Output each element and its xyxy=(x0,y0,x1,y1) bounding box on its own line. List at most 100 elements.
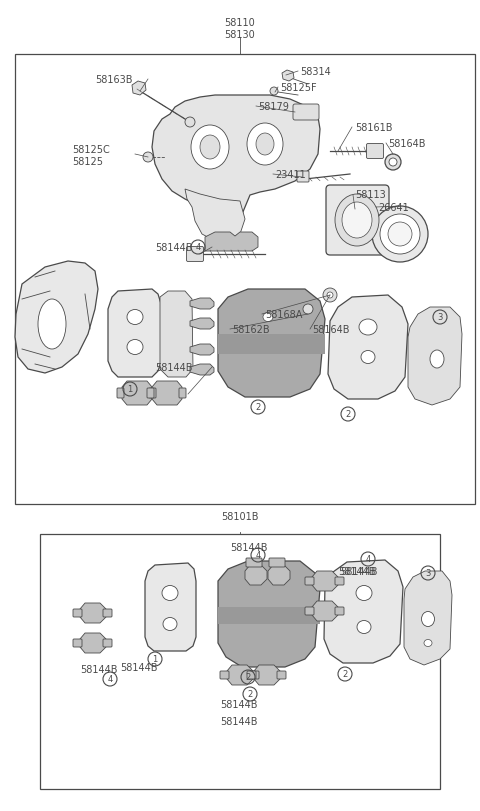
Polygon shape xyxy=(190,298,214,310)
Text: 58101B: 58101B xyxy=(221,512,259,521)
FancyBboxPatch shape xyxy=(103,609,112,617)
FancyBboxPatch shape xyxy=(326,186,389,255)
FancyBboxPatch shape xyxy=(367,144,384,159)
FancyBboxPatch shape xyxy=(149,388,156,398)
Text: 58144B: 58144B xyxy=(155,363,192,372)
Text: 1: 1 xyxy=(152,654,157,663)
Polygon shape xyxy=(190,365,214,375)
Polygon shape xyxy=(15,262,98,374)
Ellipse shape xyxy=(127,310,143,325)
Ellipse shape xyxy=(335,195,379,247)
Circle shape xyxy=(372,207,428,263)
FancyBboxPatch shape xyxy=(187,247,204,262)
Polygon shape xyxy=(328,296,408,400)
Ellipse shape xyxy=(200,135,220,160)
FancyBboxPatch shape xyxy=(220,672,229,679)
Circle shape xyxy=(327,293,333,298)
Ellipse shape xyxy=(263,313,273,322)
FancyBboxPatch shape xyxy=(179,388,186,398)
Text: 4: 4 xyxy=(255,551,261,560)
Polygon shape xyxy=(185,190,245,242)
Ellipse shape xyxy=(359,320,377,336)
Polygon shape xyxy=(80,603,106,623)
Polygon shape xyxy=(324,560,403,663)
Text: 58163B: 58163B xyxy=(95,75,132,85)
FancyBboxPatch shape xyxy=(297,172,309,182)
Text: 2: 2 xyxy=(245,672,251,682)
Text: 58179: 58179 xyxy=(258,102,289,112)
Polygon shape xyxy=(254,665,280,685)
Polygon shape xyxy=(408,307,462,406)
Ellipse shape xyxy=(361,351,375,364)
Text: 58125F: 58125F xyxy=(280,83,317,93)
FancyBboxPatch shape xyxy=(277,672,286,679)
Ellipse shape xyxy=(38,299,66,350)
Ellipse shape xyxy=(424,640,432,646)
Text: 58144B: 58144B xyxy=(340,566,377,577)
Bar xyxy=(15,55,475,504)
Text: 58144B: 58144B xyxy=(155,242,192,253)
Polygon shape xyxy=(218,335,325,354)
Text: 4: 4 xyxy=(195,243,201,252)
Circle shape xyxy=(270,88,278,96)
Ellipse shape xyxy=(357,620,371,633)
FancyBboxPatch shape xyxy=(73,639,82,647)
Circle shape xyxy=(185,118,195,128)
Polygon shape xyxy=(160,292,193,378)
Circle shape xyxy=(303,305,313,315)
Bar xyxy=(40,534,440,789)
Text: 58144B: 58144B xyxy=(220,699,257,709)
Text: 4: 4 xyxy=(365,555,371,564)
Text: 3: 3 xyxy=(437,313,443,322)
Polygon shape xyxy=(245,565,267,586)
FancyBboxPatch shape xyxy=(335,577,344,586)
Text: 58144B: 58144B xyxy=(230,543,267,552)
Circle shape xyxy=(143,152,153,163)
Text: 58168A: 58168A xyxy=(265,310,302,320)
FancyBboxPatch shape xyxy=(73,609,82,617)
FancyBboxPatch shape xyxy=(305,607,314,616)
FancyBboxPatch shape xyxy=(147,388,154,398)
Text: 58164B: 58164B xyxy=(388,139,425,148)
Polygon shape xyxy=(218,290,325,397)
Circle shape xyxy=(389,159,397,167)
Text: 58162B: 58162B xyxy=(232,324,270,335)
Polygon shape xyxy=(190,345,214,355)
Text: 2: 2 xyxy=(346,410,350,419)
Text: 23411: 23411 xyxy=(275,169,306,180)
Text: 2: 2 xyxy=(247,689,252,698)
Circle shape xyxy=(385,155,401,171)
Ellipse shape xyxy=(256,134,274,156)
Polygon shape xyxy=(108,290,162,378)
Polygon shape xyxy=(152,381,182,406)
Text: 58110: 58110 xyxy=(225,18,255,28)
Text: 4: 4 xyxy=(108,675,113,684)
Text: 58113: 58113 xyxy=(355,190,386,200)
Ellipse shape xyxy=(127,340,143,355)
Polygon shape xyxy=(218,561,320,667)
Text: 1: 1 xyxy=(127,385,132,394)
Text: 2: 2 xyxy=(342,670,348,679)
Text: 58314: 58314 xyxy=(300,67,331,77)
Text: 58125C: 58125C xyxy=(72,145,110,155)
Text: 58125: 58125 xyxy=(72,157,103,167)
Text: 58130: 58130 xyxy=(225,30,255,40)
Text: 2: 2 xyxy=(255,403,261,412)
Circle shape xyxy=(323,289,337,303)
FancyBboxPatch shape xyxy=(269,558,285,568)
Ellipse shape xyxy=(430,350,444,368)
Ellipse shape xyxy=(191,126,229,169)
Polygon shape xyxy=(80,633,106,653)
Polygon shape xyxy=(282,71,294,82)
Polygon shape xyxy=(227,665,253,685)
Text: 58144B: 58144B xyxy=(220,716,257,726)
Polygon shape xyxy=(268,565,290,586)
Polygon shape xyxy=(218,607,320,624)
FancyBboxPatch shape xyxy=(305,577,314,586)
Circle shape xyxy=(380,215,420,255)
Ellipse shape xyxy=(421,611,434,627)
Text: 58144B: 58144B xyxy=(338,566,375,577)
FancyBboxPatch shape xyxy=(250,672,259,679)
Ellipse shape xyxy=(163,618,177,631)
FancyBboxPatch shape xyxy=(117,388,124,398)
